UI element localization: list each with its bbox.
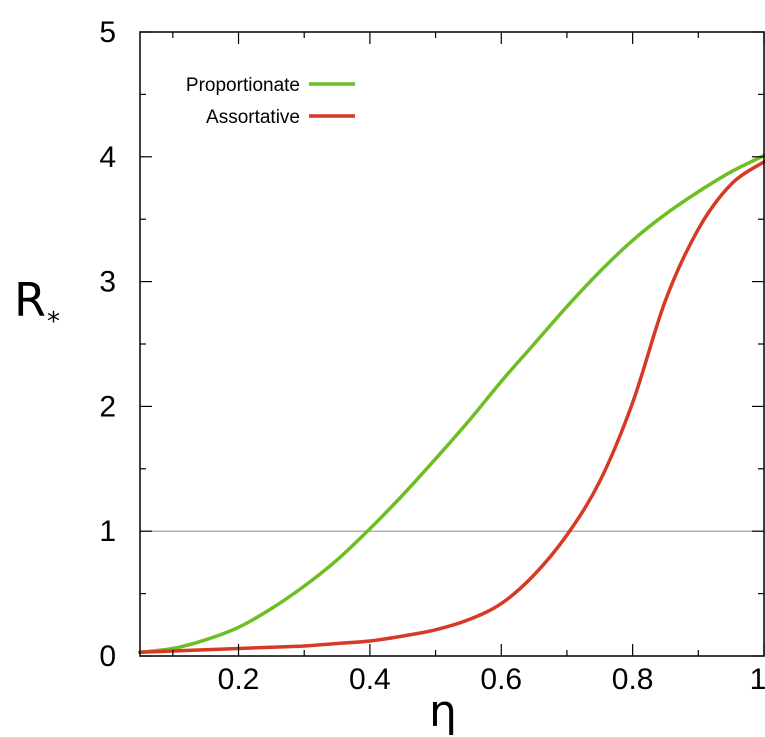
legend-label-proportionate: Proportionate (186, 75, 300, 96)
y-tick-label: 2 (99, 390, 116, 423)
x-tick-label: 0.8 (612, 663, 654, 696)
x-axis-title: η (429, 686, 457, 737)
y-tick-label: 5 (99, 16, 116, 49)
x-tick-label: 0.2 (218, 663, 260, 696)
series-line-assortative (138, 160, 765, 655)
y-tick-label: 4 (99, 141, 116, 174)
y-axis-title-subscript: * (47, 307, 60, 337)
x-tick-label: 0.6 (480, 663, 522, 696)
y-tick-label: 3 (99, 266, 116, 299)
y-tick-label: 0 (99, 640, 116, 673)
legend-label-assortative: Assortative (206, 107, 300, 128)
y-axis-title: R (14, 273, 46, 327)
x-tick-label: 0.4 (349, 663, 391, 696)
y-tick-label: 1 (99, 515, 116, 548)
series-line-proportionate (138, 153, 765, 655)
x-tick-label: 1 (750, 663, 765, 696)
